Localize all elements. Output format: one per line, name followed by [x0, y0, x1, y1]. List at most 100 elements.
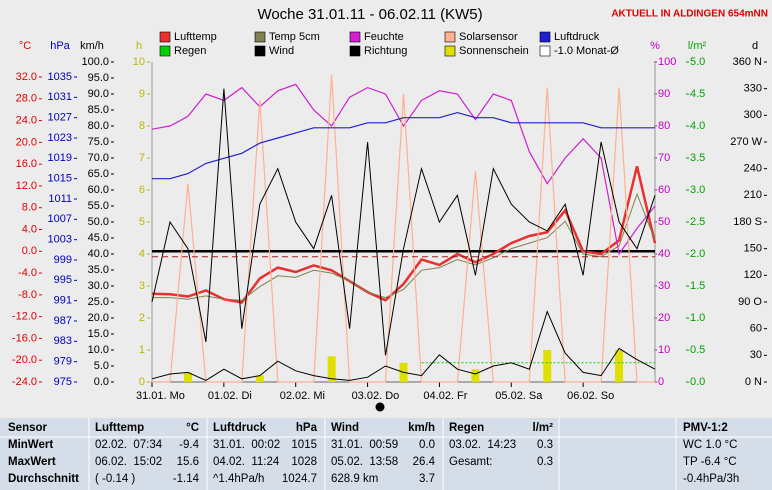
cell-text: Gesamt: [449, 456, 492, 468]
table-background [0, 418, 772, 490]
legend-swatch [539, 45, 551, 57]
y-tick-label: 975 [54, 376, 72, 388]
column-unit: km/h [408, 422, 435, 434]
y-tick-label: 4 [139, 248, 145, 260]
cell-text: 05.02. 13:58 [331, 456, 398, 468]
legend-swatch [444, 45, 456, 57]
y-tick-label: 75.0 [88, 136, 109, 148]
y-tick-label: 35.0 [88, 264, 109, 276]
y-tick-label: 1031 [48, 91, 72, 103]
y-tick-label: 60 [658, 184, 670, 196]
y-tick-label: 25.0 [88, 296, 109, 308]
column-header: PMV-1:2 [683, 422, 728, 434]
y-tick-label: 55.0 [88, 200, 109, 212]
series-line [151, 88, 656, 356]
chart-title: Woche 31.01.11 - 06.02.11 (KW5) [257, 6, 482, 23]
cell-value: 1015 [291, 439, 317, 451]
y-tick-label: 1019 [48, 152, 72, 164]
y-tick-label: 2.0 [690, 248, 705, 260]
legend-label: Feuchte [364, 31, 404, 43]
column-header: Wind [331, 422, 359, 434]
legend-swatch [349, 45, 361, 57]
cell-text: ( -0.14 ) [95, 473, 135, 485]
y-tick-label: 32.0 [16, 71, 37, 83]
axis-title: d [752, 40, 758, 52]
axis-title: hPa [50, 40, 70, 52]
y-tick-label: 6 [139, 184, 145, 196]
x-tick-label: 04.02. Fr [423, 390, 467, 402]
axis-title: h [136, 40, 142, 52]
cell-text: ^1.4hPa/h [213, 473, 264, 485]
y-tick-label: -16.0 [12, 332, 37, 344]
y-tick-label: 150 [744, 243, 762, 255]
series-line [151, 166, 657, 304]
bar [327, 356, 336, 382]
legend-label: Sonnenschein [459, 45, 529, 57]
y-tick-label: 1023 [48, 132, 72, 144]
y-tick-label: 2 [139, 312, 145, 324]
y-tick-label: 3 [139, 280, 145, 292]
y-tick-label: 7 [139, 152, 145, 164]
y-tick-label: 0 [658, 376, 664, 388]
y-tick-label: 80.0 [88, 120, 109, 132]
y-tick-label: 330 [744, 83, 762, 95]
cell-value: -1.14 [173, 473, 200, 485]
chart-subtitle: AKTUELL IN ALDINGEN 654mNN [611, 9, 768, 20]
legend-label: Regen [174, 45, 206, 57]
column-unit: hPa [296, 422, 318, 434]
y-tick-label: 65.0 [88, 168, 109, 180]
y-tick-label: 15.0 [88, 328, 109, 340]
y-tick-label: 995 [54, 274, 72, 286]
y-tick-label: 987 [54, 315, 72, 327]
legend-label: Wind [269, 45, 294, 57]
cell-text: 04.02. 11:24 [213, 456, 280, 468]
legend-swatch [254, 45, 266, 57]
cell-value: 1024.7 [282, 473, 317, 485]
today-marker [375, 402, 385, 412]
cell-text: 628.9 km [331, 473, 378, 485]
pmv-line: WC 1.0 °C [683, 439, 737, 451]
y-tick-label: 0.0 [94, 376, 109, 388]
y-tick-label: 100.0 [81, 56, 109, 68]
y-tick-label: 1015 [48, 173, 72, 185]
column-header: Regen [449, 422, 484, 434]
y-tick-label: 45.0 [88, 232, 109, 244]
cell-text: 31.01. 00:02 [213, 439, 280, 451]
y-tick-label: 1027 [48, 112, 72, 124]
y-tick-label: 30 [658, 280, 670, 292]
y-tick-label: 0.5 [690, 344, 705, 356]
row-label: MaxWert [8, 456, 56, 468]
series-line [152, 74, 655, 383]
pmv-line: -0.4hPa/3h [683, 473, 739, 485]
bar [543, 350, 552, 382]
y-tick-label: 1.0 [690, 312, 705, 324]
y-tick-label: 1035 [48, 71, 72, 83]
legend-label: Temp 5cm [269, 31, 320, 43]
y-tick-label: 30.0 [88, 280, 109, 292]
y-tick-label: 100 [658, 56, 676, 68]
y-tick-label: -24.0 [12, 376, 37, 388]
y-tick-label: -8.0 [18, 289, 37, 301]
y-tick-label: 16.0 [16, 158, 37, 170]
cell-value: 1028 [291, 456, 317, 468]
y-tick-label: 3.0 [690, 184, 705, 196]
cell-text: 03.02. 14:23 [449, 439, 516, 451]
column-unit: l/m² [533, 422, 554, 434]
y-tick-label: 10.0 [88, 344, 109, 356]
series-line [152, 111, 655, 180]
y-tick-label: 0.0 [22, 245, 37, 257]
y-tick-label: 70 [658, 152, 670, 164]
y-tick-label: 0.0 [690, 376, 705, 388]
y-tick-label: 90.0 [88, 88, 109, 100]
bar [255, 375, 264, 382]
legend-swatch [159, 45, 171, 57]
y-tick-label: 180 S [733, 216, 762, 228]
axis-title: km/h [80, 40, 104, 52]
cell-value: 0.0 [419, 439, 435, 451]
y-tick-label: 270 W [730, 136, 762, 148]
y-tick-label: 50.0 [88, 216, 109, 228]
x-tick-label: 31.01. Mo [136, 390, 185, 402]
y-tick-label: 1.5 [690, 280, 705, 292]
legend-swatch [159, 31, 171, 43]
